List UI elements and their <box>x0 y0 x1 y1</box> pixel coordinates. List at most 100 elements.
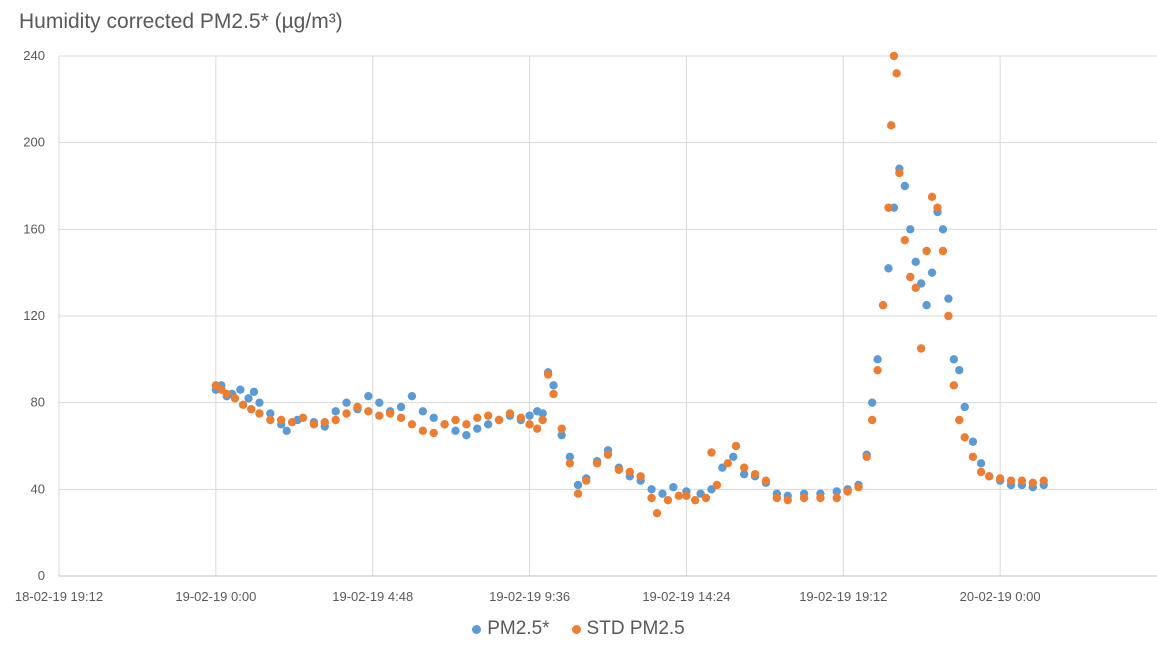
data-point <box>878 300 888 310</box>
data-point <box>494 415 504 425</box>
data-point <box>614 465 624 475</box>
data-point <box>955 365 964 375</box>
data-point <box>911 283 920 293</box>
data-point <box>244 394 253 403</box>
data-point <box>396 402 406 412</box>
x-tick-label: 20-02-19 0:00 <box>960 589 1041 604</box>
data-point <box>927 192 937 202</box>
data-point <box>690 495 700 505</box>
x-tick-label: 19-02-19 14:24 <box>642 589 730 604</box>
data-point <box>483 411 493 420</box>
data-point <box>543 370 553 379</box>
y-tick-label: 120 <box>23 308 45 323</box>
data-point <box>1017 476 1027 485</box>
data-point <box>429 428 438 438</box>
data-point <box>364 391 373 401</box>
data-point <box>342 409 351 418</box>
legend-label-pm25: PM2.5* <box>487 618 550 639</box>
data-point <box>238 400 248 410</box>
data-point <box>249 387 259 397</box>
data-points <box>211 51 1048 518</box>
grid-lines <box>58 55 1157 576</box>
x-tick-label: 19-02-19 19:12 <box>799 589 887 604</box>
data-point <box>739 463 749 472</box>
data-point <box>277 415 286 425</box>
data-point <box>906 272 915 282</box>
data-point <box>287 417 297 427</box>
data-point <box>906 225 915 234</box>
data-point <box>674 491 684 501</box>
data-point <box>949 381 959 390</box>
data-point <box>900 181 910 191</box>
data-point <box>375 398 384 407</box>
data-point <box>282 426 291 436</box>
data-point <box>723 459 733 468</box>
data-point <box>364 407 373 416</box>
data-point <box>473 413 482 423</box>
data-point <box>407 420 417 429</box>
data-point <box>636 472 645 481</box>
data-point <box>669 482 678 492</box>
legend: PM2.5* STD PM2.5 <box>0 618 1157 640</box>
data-point <box>729 452 738 462</box>
data-point <box>592 459 602 468</box>
legend-item-std-pm25: STD PM2.5 <box>571 618 685 640</box>
data-point <box>473 424 482 433</box>
data-point <box>342 398 351 407</box>
data-point <box>889 51 899 61</box>
data-point <box>557 424 566 433</box>
data-point <box>712 480 722 490</box>
data-point <box>985 472 994 481</box>
data-point <box>944 294 953 303</box>
data-point <box>462 420 471 429</box>
data-point <box>968 452 978 462</box>
legend-marker-std-pm25 <box>571 624 581 634</box>
data-point <box>739 469 749 479</box>
data-point <box>783 495 792 505</box>
data-point <box>462 430 471 440</box>
data-point <box>516 413 526 423</box>
y-axis-ticks: 0 40 80 120 160 200 240 <box>23 48 45 583</box>
data-point <box>658 489 667 498</box>
data-point <box>603 450 613 459</box>
data-point <box>320 417 329 427</box>
data-point <box>911 257 920 267</box>
data-point <box>862 452 871 462</box>
data-point <box>549 389 558 399</box>
data-point <box>976 467 986 477</box>
data-point <box>230 394 240 403</box>
data-point <box>995 474 1005 483</box>
data-point <box>418 407 428 416</box>
data-point <box>916 344 926 353</box>
data-point <box>816 493 825 503</box>
chart-title: Humidity corrected PM2.5* (µg/m³) <box>19 10 343 33</box>
data-point <box>772 493 782 503</box>
data-point <box>375 411 384 420</box>
y-tick-label: 40 <box>31 481 45 496</box>
data-point <box>873 355 882 364</box>
data-point <box>1006 476 1016 485</box>
data-point <box>573 489 583 498</box>
data-point <box>949 355 959 364</box>
data-point <box>407 391 417 401</box>
data-point <box>255 409 264 418</box>
data-point <box>451 415 460 425</box>
data-point <box>353 402 362 412</box>
x-tick-label: 18-02-19 19:12 <box>15 589 103 604</box>
legend-label-std-pm25: STD PM2.5 <box>586 618 685 639</box>
data-point <box>663 495 673 505</box>
x-tick-label: 19-02-19 0:00 <box>175 589 256 604</box>
data-point <box>944 311 953 321</box>
data-point <box>701 493 711 503</box>
data-point <box>867 415 877 425</box>
data-point <box>573 480 583 490</box>
data-point <box>451 426 460 436</box>
data-point <box>565 452 575 462</box>
data-point <box>955 415 964 425</box>
data-point <box>331 415 340 425</box>
data-point <box>887 121 896 130</box>
data-point <box>582 476 591 485</box>
data-point <box>266 409 275 418</box>
data-point <box>565 459 575 468</box>
